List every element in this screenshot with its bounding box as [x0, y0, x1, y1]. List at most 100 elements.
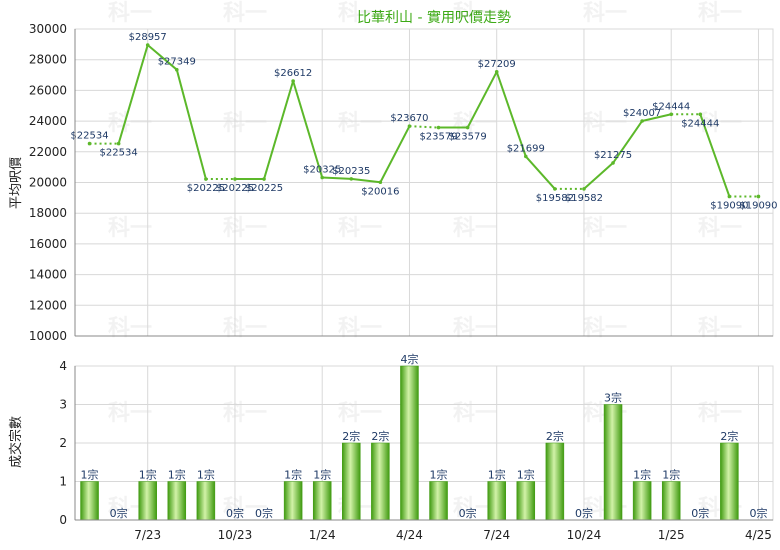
line-point	[611, 161, 615, 165]
x-tick-label: 10/23	[218, 528, 253, 542]
bar-data-label: 3宗	[604, 391, 622, 405]
line-data-label: $23670	[390, 113, 428, 124]
bar-data-label: 1宗	[81, 468, 99, 482]
line-segment	[525, 155, 556, 190]
bar-data-label: 1宗	[488, 468, 506, 482]
bar-series: 1宗 0宗 1宗 1宗 1宗 0宗 0宗 1宗 1宗 2宗 2宗 4宗 1宗 0宗 1宗 1宗 2宗 0宗 3宗 1宗…	[80, 352, 767, 521]
bar-data-label: 1宗	[662, 468, 680, 482]
bar-data-label: 1宗	[197, 468, 215, 482]
watermark-text: 科一	[698, 111, 742, 136]
axes	[74, 29, 773, 521]
line-data-label: $20225	[245, 183, 283, 194]
line-segment	[175, 69, 207, 180]
line-segment	[583, 162, 614, 190]
line-segment	[641, 113, 672, 122]
bar	[429, 481, 448, 521]
line-point	[756, 194, 761, 199]
bar	[516, 481, 536, 521]
bar-chart-y-tick-label: 1	[59, 475, 67, 489]
line-chart-y-tick-label: 24000	[29, 114, 67, 128]
line-point	[494, 70, 499, 74]
bar-data-label: 1宗	[168, 468, 186, 482]
bar	[342, 442, 361, 521]
x-tick-label: 10/24	[567, 528, 602, 542]
watermark-text: 科一	[223, 216, 267, 241]
bar-data-label: 2宗	[371, 429, 389, 443]
watermark-text: 科一	[698, 1, 742, 26]
bar	[720, 442, 739, 521]
line-data-label: $22534	[70, 131, 108, 142]
line-series: $22534$22534$28957$27349$20225$20225$202…	[70, 32, 777, 211]
line-point	[436, 125, 441, 130]
line-point	[262, 177, 266, 181]
x-tick-label: 7/23	[134, 528, 161, 542]
line-point	[349, 177, 354, 181]
chart-title: 比華利山 - 實用呎價走勢	[357, 9, 511, 26]
line-segment	[699, 113, 731, 197]
bar	[632, 481, 652, 521]
line-segment	[612, 120, 643, 164]
bar	[283, 481, 303, 521]
line-chart-y-tick-label: 18000	[29, 206, 67, 220]
line-data-label: $27349	[158, 57, 196, 68]
watermark-text: 科一	[223, 496, 267, 521]
line-data-label: $21275	[594, 150, 632, 161]
bar-data-label: 2宗	[342, 429, 360, 443]
line-segment	[263, 80, 295, 180]
bar	[312, 481, 332, 521]
line-segment	[147, 44, 178, 71]
bar-chart-y-tick-label: 2	[59, 436, 67, 450]
line-chart-y-axis-label: 平均呎價	[9, 157, 24, 209]
watermark-text: 科一	[108, 316, 152, 341]
watermark-text: 科一	[583, 316, 627, 341]
line-segment	[379, 125, 411, 183]
line-segment	[466, 71, 498, 129]
line-segment	[292, 80, 324, 178]
bar-data-label: 4宗	[400, 352, 418, 366]
line-data-label: $22534	[100, 148, 138, 159]
watermark-text: 科一	[453, 216, 497, 241]
line-data-label: $21699	[507, 143, 545, 154]
watermark-text: 科一	[108, 401, 152, 426]
watermark-text: 科一	[223, 316, 267, 341]
line-point	[116, 141, 121, 146]
bar-data-label: 0宗	[110, 506, 128, 520]
line-data-label: $19090	[710, 200, 748, 211]
line-data-label: $28957	[129, 32, 167, 43]
bar	[603, 404, 623, 521]
bar	[138, 481, 157, 521]
line-segment	[117, 44, 149, 144]
x-tick-label: 1/24	[309, 528, 336, 542]
x-tick-label: 4/25	[745, 528, 772, 542]
line-chart-y-tick-label: 10000	[29, 329, 67, 343]
watermark-text: 科一	[698, 216, 742, 241]
bar-data-label: 1宗	[139, 468, 157, 482]
line-point	[465, 125, 470, 130]
x-tick-label: 4/24	[396, 528, 423, 542]
bar	[661, 481, 681, 521]
bar-chart-y-tick-label: 0	[59, 513, 67, 527]
bar	[196, 481, 216, 521]
line-chart-y-tick-label: 28000	[29, 53, 67, 67]
bar-data-label: 0宗	[255, 506, 273, 520]
x-tick-label: 1/25	[658, 528, 685, 542]
line-data-label: $24444	[681, 118, 719, 129]
watermark-text: 科一	[583, 111, 627, 136]
line-data-label: $24444	[652, 101, 690, 112]
bar-chart-y-tick-label: 4	[59, 359, 67, 373]
watermark-text: 科一	[338, 316, 382, 341]
line-chart-y-tick-label: 26000	[29, 83, 67, 97]
line-data-label: $27209	[478, 59, 516, 70]
line-point	[87, 141, 92, 146]
line-point	[553, 187, 557, 191]
line-point	[669, 112, 674, 117]
watermark-text: 科一	[453, 1, 497, 26]
line-chart-y-tick-label: 12000	[29, 298, 67, 312]
line-point	[174, 67, 179, 72]
line-point	[291, 79, 295, 83]
line-chart-y-tick-label: 14000	[29, 268, 67, 282]
bar-data-label: 0宗	[226, 506, 244, 520]
line-point	[145, 43, 150, 47]
line-data-label: $23579	[419, 132, 457, 143]
watermark-text: 科一	[338, 401, 382, 426]
